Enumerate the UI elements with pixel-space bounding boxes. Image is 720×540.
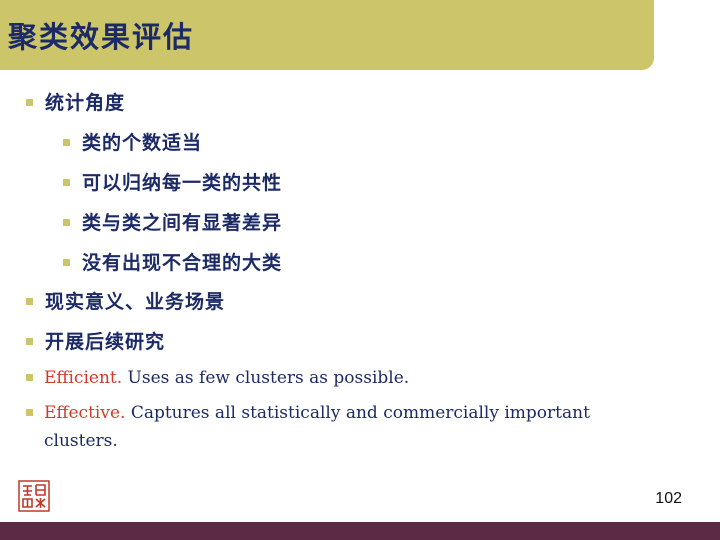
bullet-text: 开展后续研究 [45, 331, 166, 353]
title-bar: 聚类效果评估 [0, 0, 654, 70]
square-bullet-icon [63, 259, 70, 266]
square-bullet-icon [26, 99, 33, 106]
list-item: Efficient. Uses as few clusters as possi… [26, 364, 646, 392]
list-item: 现实意义、业务场景 [26, 290, 225, 314]
list-item: 统计角度 [26, 91, 125, 115]
list-item: 类与类之间有显著差异 [63, 211, 282, 235]
square-bullet-icon [26, 374, 33, 381]
bullet-text: Effective. Captures all statistically an… [44, 399, 646, 455]
bullet-text: 类的个数适当 [82, 132, 203, 154]
square-bullet-icon [26, 409, 33, 416]
bullet-text: Efficient. Uses as few clusters as possi… [44, 364, 409, 392]
square-bullet-icon [63, 139, 70, 146]
footer-bar [0, 522, 720, 540]
list-item: 可以归纳每一类的共性 [63, 171, 282, 195]
page-number: 102 [655, 490, 682, 507]
bullet-text: 可以归纳每一类的共性 [82, 172, 283, 194]
square-bullet-icon [26, 338, 33, 345]
highlight-term: Effective. [44, 403, 126, 423]
seal-logo-icon [18, 480, 50, 512]
slide-title: 聚类效果评估 [8, 20, 195, 54]
list-item: 类的个数适当 [63, 131, 202, 155]
list-item: 开展后续研究 [26, 330, 165, 354]
list-item: Effective. Captures all statistically an… [26, 399, 646, 455]
square-bullet-icon [63, 179, 70, 186]
bullet-description: Uses as few clusters as possible. [127, 368, 410, 388]
bullet-description: Captures all statistically and commercia… [44, 403, 590, 451]
square-bullet-icon [26, 298, 33, 305]
list-item: 没有出现不合理的大类 [63, 251, 282, 275]
bullet-text: 类与类之间有显著差异 [82, 212, 283, 234]
bullet-text: 现实意义、业务场景 [45, 291, 226, 313]
square-bullet-icon [63, 219, 70, 226]
bullet-text: 没有出现不合理的大类 [82, 252, 283, 274]
bullet-text: 统计角度 [45, 92, 126, 114]
highlight-term: Efficient. [44, 368, 123, 388]
